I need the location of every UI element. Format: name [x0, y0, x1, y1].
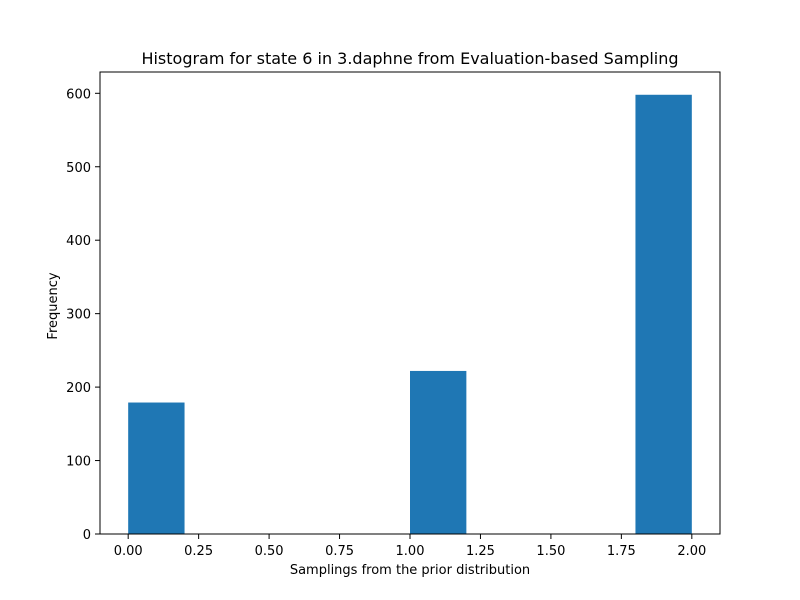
- y-axis-label: Frequency: [46, 272, 61, 339]
- x-tick-label: 1.75: [607, 544, 636, 559]
- x-tick-label: 0.25: [184, 544, 213, 559]
- x-axis-label: Samplings from the prior distribution: [290, 563, 530, 578]
- y-tick-label: 600: [66, 87, 91, 102]
- y-tick-label: 300: [66, 308, 91, 323]
- x-tick-label: 0.00: [114, 544, 143, 559]
- bars-group: [128, 94, 692, 535]
- histogram-bar-2: [635, 94, 692, 535]
- histogram-bar-1: [410, 370, 467, 534]
- x-axis-ticks: 0.00 0.25 0.50 0.75 1.00 1.25 1.50 1.75 2.00: [114, 534, 706, 559]
- chart-title: Histogram for state 6 in 3.daphne from E…: [141, 49, 678, 68]
- histogram-bar-0: [128, 402, 185, 534]
- x-tick-label: 2.00: [677, 544, 706, 559]
- x-tick-label: 1.00: [396, 544, 425, 559]
- x-tick-label: 1.50: [536, 544, 565, 559]
- y-tick-label: 500: [66, 161, 91, 176]
- plot-area-frame: [99, 71, 721, 535]
- y-tick-label: 400: [66, 234, 91, 249]
- y-tick-label: 0: [83, 528, 91, 543]
- x-tick-label: 1.25: [466, 544, 495, 559]
- y-tick-label: 200: [66, 381, 91, 396]
- y-tick-label: 100: [66, 455, 91, 470]
- x-tick-label: 0.50: [255, 544, 284, 559]
- x-tick-label: 0.75: [325, 544, 354, 559]
- y-axis-ticks: 0 100 200 300 400 500 600: [66, 87, 100, 543]
